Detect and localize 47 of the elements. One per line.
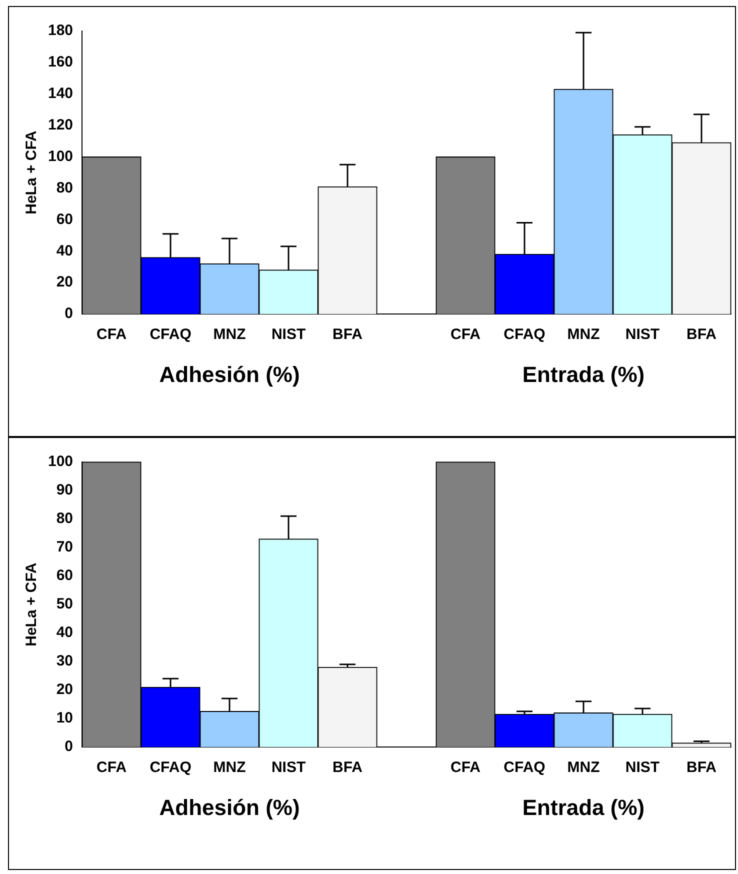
y-tick-label: 100	[48, 453, 74, 470]
y-tick-label: 30	[56, 652, 74, 670]
y-tick-label: 120	[48, 116, 74, 134]
x-tick-label: BFA	[332, 326, 363, 344]
y-tick-label: 80	[56, 179, 74, 196]
y-axis-title: HeLa + CFA	[23, 130, 40, 214]
x-tick-label: CFA	[450, 326, 481, 344]
y-tick-label: 0	[64, 738, 74, 756]
y-tick-label: 60	[56, 210, 74, 228]
y-tick-label: 160	[48, 54, 74, 71]
text: Entrada (%)	[522, 362, 645, 388]
y-tick-label: 90	[56, 482, 74, 499]
y-tick-label: 40	[56, 242, 74, 260]
x-tick-label: CFA	[96, 759, 127, 776]
text: Adhesión (%)	[159, 795, 300, 820]
y-tick-label: 180	[48, 22, 74, 40]
x-tick-label: NIST	[625, 759, 660, 776]
y-tick-label: 70	[56, 538, 74, 556]
y-tick-label: 80	[56, 510, 74, 528]
x-tick-label: MNZ	[567, 326, 600, 344]
x-tick-label: NIST	[271, 326, 306, 344]
x-tick-label: CFA	[96, 326, 127, 344]
x-tick-label: NIST	[271, 759, 306, 776]
text: Adhesión (%)	[159, 362, 300, 388]
x-tick-label: CFAQ	[504, 326, 546, 344]
x-tick-label: MNZ	[213, 326, 246, 344]
y-tick-label: 0	[64, 305, 74, 322]
y-tick-label: 60	[56, 567, 74, 584]
x-tick-label: BFA	[686, 326, 717, 344]
y-tick-label: 10	[56, 710, 74, 727]
text: Entrada (%)	[522, 795, 645, 820]
x-tick-label: CFA	[450, 759, 481, 776]
y-tick-label: 20	[56, 681, 74, 698]
y-tick-label: 140	[48, 85, 74, 102]
y-tick-label: 100	[48, 148, 74, 165]
x-tick-label: CFAQ	[504, 759, 546, 776]
y-tick-label: 50	[56, 596, 74, 613]
x-tick-label: NIST	[625, 326, 660, 344]
x-tick-label: CFAQ	[150, 759, 192, 776]
y-tick-label: 20	[56, 274, 74, 291]
x-tick-label: BFA	[686, 759, 717, 776]
x-tick-label: MNZ	[213, 759, 246, 776]
x-tick-label: BFA	[332, 759, 363, 776]
y-tick-label: 40	[56, 624, 74, 642]
y-axis-title: HeLa + CFA	[23, 562, 40, 646]
x-tick-label: CFAQ	[150, 326, 192, 344]
x-tick-label: MNZ	[567, 759, 600, 776]
